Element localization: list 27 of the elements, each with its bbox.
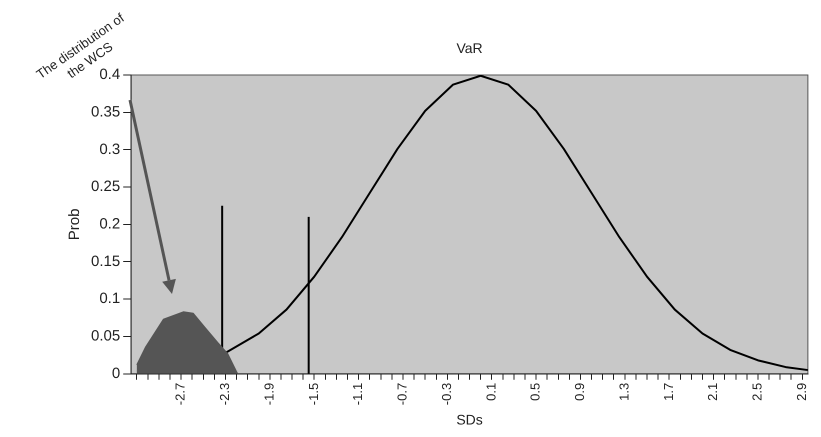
y-tick-label: 0.4 [99, 66, 120, 84]
x-tick-label: -0.7 [394, 382, 410, 406]
y-tick-label: 0.25 [90, 178, 120, 196]
x-tick-label: 1.7 [660, 382, 676, 401]
y-tick-label: 0.35 [90, 103, 120, 120]
y-tick-label: 0.3 [99, 140, 120, 158]
y-axis-title: Prob [66, 208, 84, 240]
x-tick-label: 2.1 [705, 382, 720, 401]
x-tick-label: 2.5 [750, 382, 765, 401]
x-tick-label: 1.3 [616, 382, 632, 401]
y-tick-label: 0.05 [90, 328, 120, 345]
x-tick-label: -0.3 [438, 382, 454, 406]
x-axis-title: SDs [456, 411, 483, 428]
x-tick-label: -2.3 [217, 382, 232, 406]
x-tick-label: 0.1 [483, 382, 498, 401]
x-tick-label: -2.7 [172, 382, 188, 406]
y-tick-label: 0.15 [90, 252, 120, 270]
x-tick-label: -1.9 [261, 382, 276, 406]
y-tick-label: 0 [112, 364, 120, 382]
y-tick-label: 0.1 [99, 290, 120, 308]
chart-title: VaR [456, 40, 483, 56]
x-tick-label: -1.5 [306, 382, 321, 406]
x-tick-label: 0.9 [572, 382, 588, 401]
x-tick-label: 0.5 [528, 382, 543, 401]
x-tick-label: 2.9 [794, 382, 809, 401]
y-tick-label: 0.2 [99, 216, 120, 233]
x-tick-label: -1.1 [350, 382, 366, 406]
